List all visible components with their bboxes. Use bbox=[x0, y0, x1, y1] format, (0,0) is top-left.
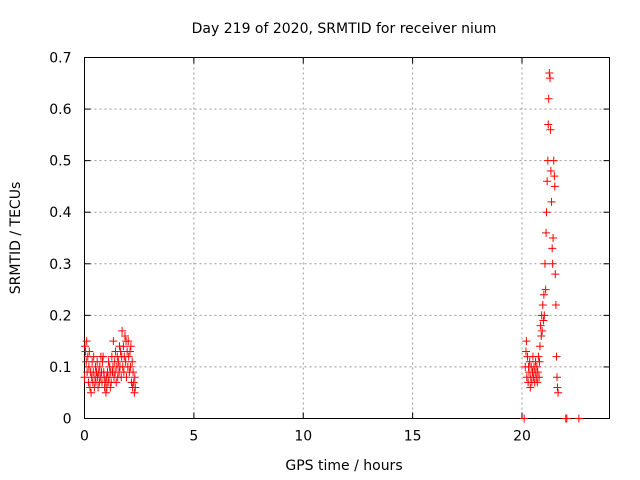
data-point bbox=[535, 342, 544, 351]
data-point bbox=[128, 357, 137, 366]
data-point bbox=[129, 368, 138, 377]
data-point bbox=[544, 120, 553, 129]
data-point bbox=[101, 388, 110, 397]
x-tick-label: 15 bbox=[404, 429, 422, 445]
data-point bbox=[536, 321, 545, 330]
data-point bbox=[118, 326, 127, 335]
data-point bbox=[544, 94, 553, 103]
y-ticks: 0 0.1 0.2 0.3 0.4 0.5 0.6 0.7 bbox=[49, 51, 610, 428]
data-point bbox=[533, 378, 542, 387]
x-tick-label: 10 bbox=[294, 429, 312, 445]
data-point bbox=[129, 378, 138, 387]
data-point bbox=[99, 352, 108, 361]
data-point bbox=[550, 172, 559, 181]
x-tick-label: 5 bbox=[189, 429, 198, 445]
chart-title: Day 219 of 2020, SRMTID for receiver niu… bbox=[192, 21, 497, 37]
data-point bbox=[534, 352, 543, 361]
data-point bbox=[542, 228, 551, 237]
data-point bbox=[535, 357, 544, 366]
data-point bbox=[546, 125, 555, 134]
grid bbox=[84, 57, 610, 419]
y-tick-label: 0.6 bbox=[49, 102, 71, 118]
data-points bbox=[80, 68, 583, 423]
data-point bbox=[548, 259, 557, 268]
data-point bbox=[549, 156, 558, 165]
data-point bbox=[130, 388, 139, 397]
data-point bbox=[541, 285, 550, 294]
data-point bbox=[130, 373, 139, 382]
data-point bbox=[80, 342, 89, 351]
x-tick-label: 0 bbox=[80, 429, 89, 445]
data-point bbox=[126, 347, 134, 356]
data-point bbox=[126, 342, 135, 351]
data-point bbox=[546, 166, 555, 175]
data-point bbox=[119, 342, 128, 351]
y-tick-label: 0 bbox=[63, 412, 72, 428]
data-point bbox=[526, 383, 535, 392]
data-point bbox=[538, 301, 547, 310]
data-point bbox=[126, 362, 135, 371]
data-point bbox=[131, 383, 140, 392]
data-point bbox=[553, 373, 561, 382]
data-point bbox=[114, 357, 123, 366]
data-point bbox=[547, 197, 556, 206]
data-point bbox=[535, 373, 544, 382]
data-point bbox=[109, 337, 118, 346]
data-point bbox=[553, 383, 562, 392]
y-tick-label: 0.5 bbox=[49, 154, 71, 170]
data-point bbox=[551, 270, 560, 279]
x-tick-label: 20 bbox=[513, 429, 531, 445]
data-point bbox=[520, 414, 529, 423]
data-point bbox=[554, 388, 563, 397]
data-point bbox=[546, 74, 554, 83]
data-point bbox=[539, 290, 548, 299]
data-point bbox=[548, 244, 557, 253]
data-point bbox=[551, 301, 560, 310]
y-axis-label: SRMTID / TECUs bbox=[8, 182, 24, 295]
data-point bbox=[540, 311, 549, 320]
data-point bbox=[539, 316, 548, 325]
data-point bbox=[574, 414, 583, 423]
data-point bbox=[550, 182, 559, 191]
data-point bbox=[80, 373, 89, 382]
data-point bbox=[552, 352, 561, 361]
data-point bbox=[89, 352, 98, 361]
data-point bbox=[120, 331, 129, 340]
data-point bbox=[106, 383, 115, 392]
data-point bbox=[532, 362, 541, 371]
data-point bbox=[112, 378, 121, 387]
data-point bbox=[538, 326, 547, 335]
data-point bbox=[82, 337, 91, 346]
data-point bbox=[122, 373, 131, 382]
data-point bbox=[562, 414, 571, 423]
data-point bbox=[124, 352, 133, 361]
plot-frame bbox=[84, 57, 610, 419]
data-point bbox=[543, 177, 552, 186]
x-ticks: 0 5 10 15 20 bbox=[80, 57, 531, 445]
data-point bbox=[522, 337, 531, 346]
y-tick-label: 0.4 bbox=[49, 205, 71, 221]
data-point bbox=[85, 347, 94, 356]
y-tick-label: 0.1 bbox=[49, 360, 71, 376]
data-point bbox=[521, 347, 530, 356]
data-point bbox=[533, 368, 542, 377]
data-point bbox=[549, 234, 558, 242]
data-point bbox=[537, 331, 546, 340]
data-point bbox=[540, 259, 549, 268]
x-axis-label: GPS time / hours bbox=[285, 458, 402, 474]
data-point bbox=[95, 362, 104, 371]
y-tick-label: 0.2 bbox=[49, 308, 71, 324]
data-point bbox=[87, 388, 96, 397]
y-tick-label: 0.7 bbox=[49, 51, 71, 67]
y-tick-label: 0.3 bbox=[49, 257, 71, 273]
data-point bbox=[542, 208, 551, 217]
data-point bbox=[124, 337, 133, 346]
data-point bbox=[545, 68, 554, 77]
